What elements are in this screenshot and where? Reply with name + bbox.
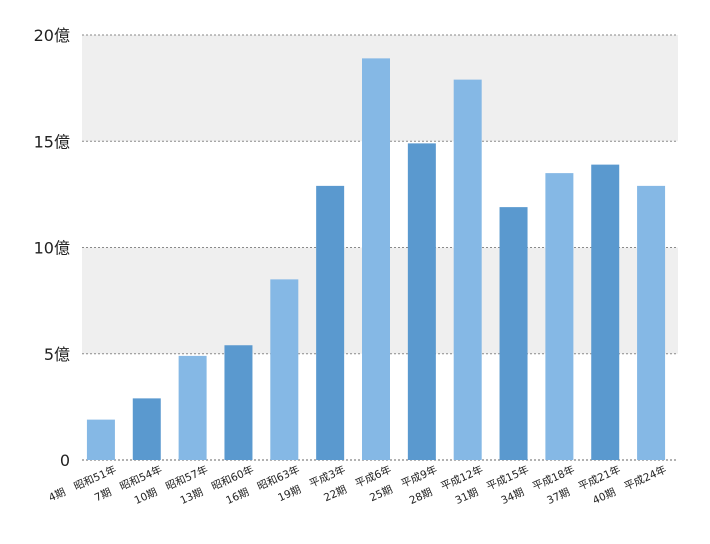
x-tick-label: 16期 昭和63年 [224, 463, 302, 507]
bar [86, 419, 115, 460]
bar [545, 173, 574, 460]
bar [132, 398, 161, 460]
bars [86, 58, 666, 460]
y-tick-label: 15億 [34, 132, 70, 151]
y-tick-label: 10億 [34, 239, 70, 258]
bar [224, 345, 253, 460]
bar [591, 164, 620, 460]
x-tick-label: 28期 平成12年 [407, 463, 485, 507]
x-tick-label: 10期 昭和57年 [132, 463, 210, 507]
y-tick-label: 0 [60, 451, 70, 470]
x-tick-label: 34期 平成18年 [499, 463, 577, 507]
bar [499, 207, 528, 460]
bar [316, 185, 345, 460]
bar [637, 185, 666, 460]
x-tick-label: 40期 平成24年 [591, 463, 669, 507]
bar [178, 355, 207, 460]
y-tick-label: 5億 [44, 345, 70, 364]
bar [362, 58, 390, 460]
x-tick-label: 13期 昭和60年 [178, 463, 256, 507]
bar [270, 279, 299, 460]
y-tick-label: 20億 [34, 26, 70, 45]
y-axis-tick-labels: 0 5億 10億 15億 20億 [34, 26, 70, 470]
x-tick-label: 31期 平成15年 [453, 463, 531, 507]
bar [407, 143, 436, 460]
bar [453, 79, 482, 460]
x-tick-label: 37期 平成21年 [545, 463, 623, 507]
